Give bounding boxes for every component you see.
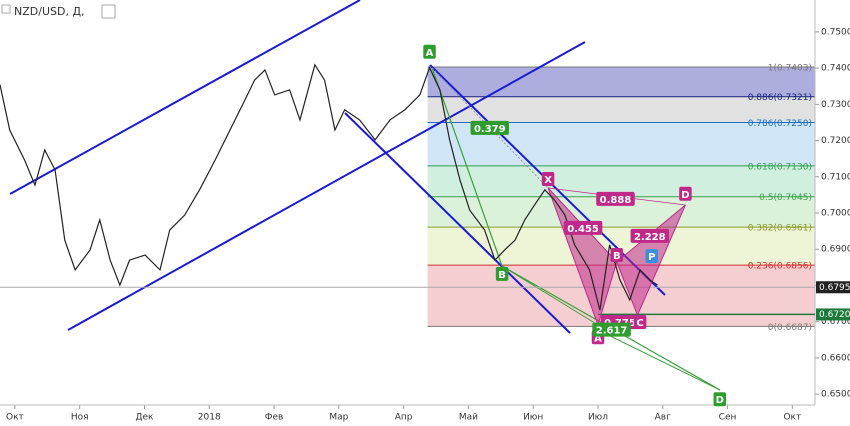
- x-tick-label: Фев: [265, 413, 284, 423]
- annotation-box: [596, 191, 635, 206]
- annotation-box: [633, 315, 647, 330]
- collapse-icon[interactable]: [1, 4, 11, 14]
- price-tag-label: 0.6795: [819, 283, 850, 293]
- x-tick-label: Окт: [6, 413, 24, 423]
- fib-label: 0.886(0.7321): [748, 93, 812, 103]
- annotation-label: X: [544, 175, 552, 186]
- abcd-lines: [431, 67, 721, 391]
- price-tag-label: 0.6720: [819, 310, 850, 320]
- abcd-leg: [597, 329, 721, 391]
- annotation-box: [423, 44, 436, 59]
- annotation-label: D: [716, 395, 724, 406]
- x-tick-label: Апр: [395, 413, 413, 423]
- fib-label: 0(0.6687): [768, 323, 812, 333]
- channel-line: [67, 41, 586, 331]
- x-tick-label: Ноя: [71, 413, 89, 423]
- x-tick-label: Окт: [783, 413, 801, 423]
- x-tick-label: Сен: [719, 413, 737, 423]
- annotation-label: A: [426, 48, 434, 59]
- annotation-box: [679, 186, 692, 201]
- annotation-box: [592, 322, 631, 337]
- y-tick-label: 0.7400: [821, 64, 850, 74]
- fib-label: 1(0.7403): [768, 64, 812, 74]
- x-tick-label: 2018: [198, 413, 221, 423]
- labels: 1(0.7403) 0.886(0.7321) 0.786(0.7250) 0.618…: [6, 27, 850, 423]
- settings-icon[interactable]: [101, 4, 116, 19]
- fib-band: [427, 96, 815, 123]
- fib-label: 0.5(0.7045): [759, 193, 812, 203]
- annotation-label: 0.379: [474, 124, 506, 135]
- y-tick-label: 0.7500: [821, 27, 850, 37]
- y-tick-label: 0.6900: [821, 245, 850, 255]
- annotation-box: [713, 392, 727, 407]
- annotation-label: A: [594, 333, 602, 344]
- annotation-label: 2.617: [596, 326, 628, 337]
- x-tick-label: Авг: [655, 413, 671, 423]
- y-tick-label: 0.7300: [821, 100, 850, 110]
- annotation-box: [630, 228, 670, 243]
- x-tick-label: Июн: [523, 413, 543, 423]
- annotation-box: [470, 120, 510, 135]
- y-tick-label: 0.7000: [821, 209, 850, 219]
- annotation-label: D: [681, 190, 689, 201]
- price-tag: [816, 308, 850, 321]
- abcd-leg: [501, 265, 599, 326]
- fib-label: 0.382(0.6961): [748, 224, 812, 234]
- annotation-label: B: [613, 251, 621, 262]
- price-line-series: [0, 63, 658, 311]
- annotation-label: 0.455: [567, 224, 599, 235]
- annotation-label: 2.228: [634, 232, 666, 243]
- annotation-box: [610, 248, 624, 263]
- annotation-label: B: [498, 270, 506, 281]
- annotation-label: P: [648, 252, 655, 263]
- annotation-label: C: [636, 318, 643, 329]
- annotation-box: [563, 220, 603, 235]
- channel-line: [9, 0, 361, 195]
- x-tick-label: Дек: [135, 413, 154, 423]
- y-tick-label: 0.7100: [821, 172, 850, 182]
- annotation-label: 0.888: [600, 195, 632, 206]
- fib-label: 0.786(0.7250): [748, 119, 812, 129]
- y-tick-label: 0.6500: [821, 390, 850, 400]
- y-tick-label: 0.7200: [821, 136, 850, 146]
- annotation-box: [495, 266, 509, 281]
- y-tick-label: 0.6700: [821, 317, 850, 327]
- x-tick-label: Июл: [588, 413, 608, 423]
- chart-title: NZD/USD, Д,: [14, 5, 85, 18]
- channel-line: [344, 112, 571, 334]
- fib-label: 0.618(0.7130): [748, 162, 812, 172]
- x-tick-label: Мар: [329, 413, 348, 423]
- annotation-box: [645, 249, 658, 264]
- y-tick-label: 0.6600: [821, 353, 850, 363]
- fib-band: [427, 165, 815, 197]
- x-tick-label: Май: [459, 413, 478, 423]
- price-tag: [816, 281, 850, 294]
- annotation-box: [541, 171, 555, 186]
- fib-label: 0.236(0.6856): [748, 262, 812, 272]
- fib-band: [427, 67, 815, 97]
